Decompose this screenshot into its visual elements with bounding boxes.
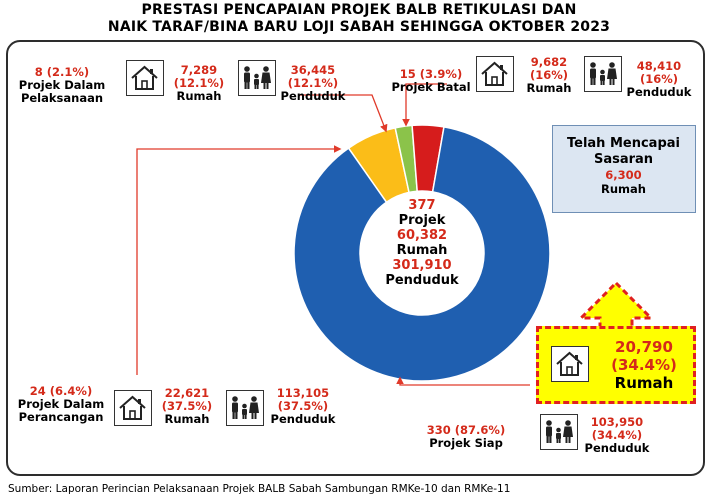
batal-rumah-label: Rumah	[526, 81, 572, 95]
arrow-batal	[402, 83, 447, 127]
siap-rumah-pct: (34.4%)	[611, 356, 677, 374]
family-icon	[540, 414, 578, 450]
siap-rumah-value: 20,790	[615, 338, 673, 356]
perancangan-name-2: Perancangan	[18, 410, 104, 424]
perancangan-rumah-value: 22,621	[164, 386, 210, 400]
pelaksanaan-name-1: Projek Dalam	[18, 78, 106, 92]
pelaksanaan-penduduk: 36,445 (12.1%) Penduduk	[280, 64, 346, 103]
siap-rumah-highlight: 20,790 (34.4%) Rumah	[536, 326, 696, 404]
batal-count: 15 (3.9%)	[399, 67, 463, 81]
target-unit: Rumah	[601, 182, 646, 196]
arrow-pelaksanaan	[298, 94, 388, 133]
chart-title-line1: PRESTASI PENCAPAIAN PROJEK BALB RETIKULA…	[141, 2, 577, 18]
house-icon	[476, 56, 514, 92]
total-projek-value: 377	[408, 198, 436, 213]
house-icon	[126, 60, 164, 96]
chart-title-line2: NAIK TARAF/BINA BARU LOJI SABAH SEHINGGA…	[107, 19, 611, 35]
target-line1: Telah Mencapai	[567, 136, 680, 151]
siap-rumah-label: Rumah	[614, 374, 674, 392]
donut-slice-projek-siap	[293, 126, 551, 382]
perancangan-name-1: Projek Dalam	[17, 397, 105, 411]
perancangan-penduduk-value: 113,105	[276, 386, 330, 400]
batal-penduduk-value: 48,410	[636, 59, 682, 73]
perancangan-rumah: 22,621 (37.5%) Rumah	[156, 387, 218, 426]
family-icon	[584, 56, 622, 92]
batal-name: Projek Batal	[391, 80, 471, 94]
pelaksanaan-rumah-pct: (12.1%)	[173, 76, 225, 90]
pelaksanaan-rumah-label: Rumah	[176, 89, 222, 103]
chart-frame	[6, 40, 705, 476]
target-line2: Sasaran	[593, 152, 654, 167]
pelaksanaan-rumah: 7,289 (12.1%) Rumah	[168, 64, 230, 103]
batal-rumah-value: 9,682	[530, 55, 568, 69]
house-icon	[114, 390, 152, 426]
total-rumah-label: Rumah	[396, 243, 448, 258]
batal-penduduk-pct: (16%)	[639, 72, 679, 86]
perancangan-count: 24 (6.4%)	[29, 384, 93, 398]
siap-penduduk-label: Penduduk	[584, 441, 650, 455]
highlight-up-arrow	[577, 280, 655, 330]
pelaksanaan-name-2: Pelaksanaan	[20, 91, 104, 105]
family-icon	[238, 60, 276, 96]
batal-label: 15 (3.9%) Projek Batal	[388, 68, 474, 94]
siap-count: 330 (87.6%)	[426, 423, 506, 437]
siap-penduduk-pct: (34.4%)	[591, 428, 643, 442]
batal-rumah-pct: (16%)	[529, 68, 569, 82]
pelaksanaan-penduduk-value: 36,445	[290, 63, 336, 77]
siap-penduduk: 103,950 (34.4%) Penduduk	[582, 416, 652, 455]
pelaksanaan-penduduk-pct: (12.1%)	[287, 76, 339, 90]
pelaksanaan-penduduk-label: Penduduk	[280, 89, 346, 103]
total-projek-label: Projek	[398, 213, 446, 228]
total-rumah-value: 60,382	[396, 228, 448, 243]
siap-label: 330 (87.6%) Projek Siap	[418, 424, 514, 450]
donut-center-total: 377 Projek 60,382 Rumah 301,910 Penduduk	[362, 198, 482, 288]
arrow-perancangan	[136, 145, 342, 375]
perancangan-rumah-label: Rumah	[164, 412, 210, 426]
target-box: Telah Mencapai Sasaran 6,300 Rumah	[552, 125, 696, 213]
arrow-siap	[396, 376, 530, 386]
total-penduduk-value: 301,910	[392, 258, 452, 273]
perancangan-penduduk: 113,105 (37.5%) Penduduk	[268, 387, 338, 426]
perancangan-label: 24 (6.4%) Projek Dalam Perancangan	[14, 385, 108, 424]
pelaksanaan-count: 8 (2.1%)	[34, 65, 90, 79]
siap-penduduk-value: 103,950	[590, 415, 644, 429]
family-icon	[226, 390, 264, 426]
batal-penduduk: 48,410 (16%) Penduduk	[626, 60, 692, 99]
perancangan-penduduk-label: Penduduk	[270, 412, 336, 426]
siap-name: Projek Siap	[429, 436, 503, 450]
target-value: 6,300	[605, 168, 642, 182]
source-note: Sumber: Laporan Perincian Pelaksanaan Pr…	[8, 483, 511, 495]
perancangan-penduduk-pct: (37.5%)	[277, 399, 329, 413]
house-icon	[551, 346, 589, 382]
batal-rumah: 9,682 (16%) Rumah	[520, 56, 578, 95]
perancangan-rumah-pct: (37.5%)	[161, 399, 213, 413]
total-penduduk-label: Penduduk	[385, 273, 459, 288]
pelaksanaan-label: 8 (2.1%) Projek Dalam Pelaksanaan	[14, 66, 110, 105]
pelaksanaan-rumah-value: 7,289	[180, 63, 218, 77]
batal-penduduk-label: Penduduk	[626, 85, 692, 99]
